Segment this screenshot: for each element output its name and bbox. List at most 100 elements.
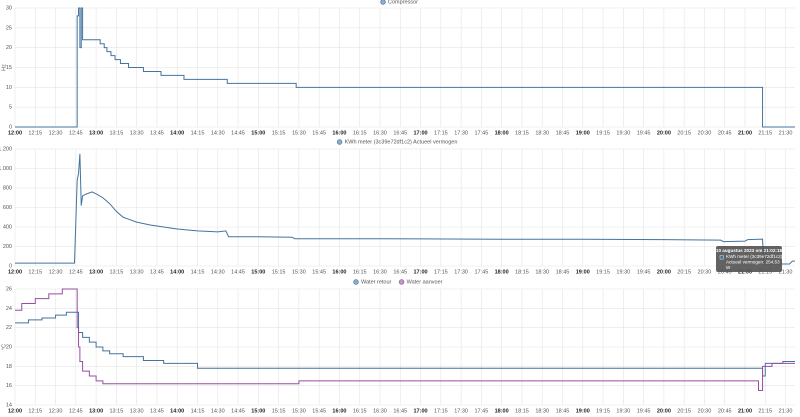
x-tick-label: 20:00 <box>657 269 671 275</box>
y-tick-label: 14 <box>6 402 12 408</box>
x-tick-label: 19:15 <box>596 269 610 275</box>
x-tick-label: 21:30 <box>779 269 793 275</box>
x-tick-label: 14:30 <box>211 130 225 136</box>
x-tick-label: 15:30 <box>292 130 306 136</box>
x-tick-label: 12:30 <box>49 130 63 136</box>
x-tick-label: 13:15 <box>110 130 124 136</box>
y-tick-label: 1.200 <box>0 146 12 152</box>
x-tick-label: 20:00 <box>657 130 671 136</box>
y-tick-label: 800 <box>3 185 12 191</box>
x-tick-label: 19:00 <box>576 269 590 275</box>
x-tick-label: 18:45 <box>556 130 570 136</box>
x-tick-label: 15:45 <box>312 269 326 275</box>
x-tick-label: 17:30 <box>454 408 468 414</box>
series-line <box>15 288 795 391</box>
legend-label: Water aanvoer <box>407 279 443 285</box>
x-tick-label: 19:15 <box>596 130 610 136</box>
x-tick-label: 16:30 <box>373 269 387 275</box>
y-tick-label: 0 <box>9 263 12 269</box>
x-tick-label: 20:45 <box>718 269 732 275</box>
x-tick-label: 20:30 <box>698 408 712 414</box>
y-tick-label: 15 <box>6 65 12 71</box>
x-tick-label: 15:45 <box>312 408 326 414</box>
x-tick-label: 20:15 <box>677 269 691 275</box>
y-tick-label: 10 <box>6 85 12 91</box>
x-tick-label: 20:15 <box>677 130 691 136</box>
x-tick-label: 16:30 <box>373 130 387 136</box>
x-tick-label: 15:00 <box>251 408 265 414</box>
x-tick-label: 14:15 <box>191 130 205 136</box>
x-tick-label: 14:00 <box>170 130 184 136</box>
y-tick-label: 22 <box>6 325 12 331</box>
x-tick-label: 14:45 <box>231 130 245 136</box>
x-tick-label: 17:00 <box>414 269 428 275</box>
tooltip-line: W <box>726 265 731 270</box>
x-tick-label: 16:00 <box>332 408 346 414</box>
x-tick-label: 16:45 <box>393 130 407 136</box>
x-tick-label: 20:45 <box>718 130 732 136</box>
x-tick-label: 14:30 <box>211 408 225 414</box>
tooltip-line: KWh meter (3c39e72df1c2) <box>726 254 783 259</box>
y-tick-label: 400 <box>3 224 12 230</box>
x-tick-label: 15:15 <box>272 408 286 414</box>
x-tick-label: 12:15 <box>28 269 42 275</box>
x-tick-label: 13:00 <box>89 408 103 414</box>
x-tick-label: 18:30 <box>535 130 549 136</box>
x-tick-label: 18:00 <box>495 408 509 414</box>
x-tick-label: 18:00 <box>495 130 509 136</box>
x-tick-label: 17:30 <box>454 130 468 136</box>
x-tick-label: 20:30 <box>698 269 712 275</box>
legend-marker <box>380 0 386 5</box>
y-axis-label: Hz <box>1 64 7 71</box>
x-tick-label: 19:45 <box>637 130 651 136</box>
x-tick-label: 13:45 <box>150 408 164 414</box>
y-tick-label: 1.000 <box>0 166 12 172</box>
x-tick-label: 17:45 <box>474 408 488 414</box>
y-axis-label: °C <box>1 344 7 350</box>
x-tick-label: 15:00 <box>251 269 265 275</box>
x-tick-label: 19:30 <box>616 130 630 136</box>
x-tick-label: 13:45 <box>150 269 164 275</box>
x-tick-label: 21:15 <box>758 130 772 136</box>
x-tick-label: 17:00 <box>414 408 428 414</box>
y-tick-label: 18 <box>6 364 12 370</box>
legend-marker <box>398 279 405 285</box>
x-tick-label: 17:30 <box>454 269 468 275</box>
x-tick-label: 20:30 <box>698 130 712 136</box>
x-tick-label: 17:00 <box>414 130 428 136</box>
x-tick-label: 12:00 <box>8 408 22 414</box>
x-tick-label: 14:00 <box>170 408 184 414</box>
x-tick-label: 12:00 <box>8 269 22 275</box>
x-tick-label: 13:00 <box>89 269 103 275</box>
x-tick-label: 21:30 <box>779 408 793 414</box>
x-tick-label: 19:00 <box>576 130 590 136</box>
x-tick-label: 17:15 <box>434 408 448 414</box>
x-tick-label: 16:00 <box>332 269 346 275</box>
x-tick-label: 16:30 <box>373 408 387 414</box>
legend-label: KWh meter (3c39e72df1c2) Actueel vermoge… <box>345 139 458 145</box>
x-tick-label: 21:00 <box>738 408 752 414</box>
x-tick-label: 16:00 <box>332 130 346 136</box>
x-tick-label: 13:45 <box>150 130 164 136</box>
y-tick-label: 30 <box>6 5 12 11</box>
x-tick-label: 18:15 <box>515 130 529 136</box>
y-tick-label: 20 <box>6 45 12 51</box>
y-tick-label: 20 <box>6 344 12 350</box>
x-tick-label: 16:15 <box>353 408 367 414</box>
x-tick-label: 15:45 <box>312 130 326 136</box>
x-tick-label: 15:30 <box>292 408 306 414</box>
tooltip-line: Actueel vermogen: 254,53 <box>726 259 780 264</box>
x-tick-label: 21:00 <box>738 130 752 136</box>
y-tick-label: 0 <box>9 124 12 130</box>
y-tick-label: 5 <box>9 105 12 111</box>
series-line <box>15 7 795 128</box>
x-tick-label: 21:00 <box>738 269 752 275</box>
x-tick-label: 19:45 <box>637 269 651 275</box>
y-tick-label: 24 <box>6 306 12 312</box>
x-tick-label: 12:30 <box>49 269 63 275</box>
x-tick-label: 15:00 <box>251 130 265 136</box>
series-line <box>15 153 795 265</box>
x-tick-label: 18:30 <box>535 408 549 414</box>
x-tick-label: 12:15 <box>28 130 42 136</box>
